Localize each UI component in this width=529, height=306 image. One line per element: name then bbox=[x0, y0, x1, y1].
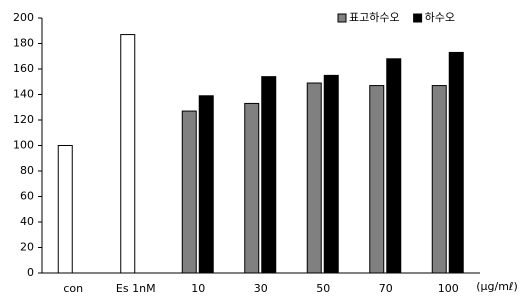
y-tick-label: 200 bbox=[13, 11, 34, 24]
y-tick-label: 160 bbox=[13, 62, 34, 75]
x-tick-label: 100 bbox=[438, 282, 459, 295]
x-tick-label: 50 bbox=[316, 282, 330, 295]
y-tick-label: 60 bbox=[20, 190, 34, 203]
y-tick-label: 40 bbox=[20, 215, 34, 228]
bar bbox=[306, 82, 322, 274]
x-tick-label: Es 1nM bbox=[116, 282, 156, 295]
legend-label: 하수오 bbox=[425, 10, 455, 24]
bar bbox=[431, 85, 447, 274]
x-axis-label: (μg/mℓ) bbox=[476, 280, 518, 293]
x-tick-label: con bbox=[63, 282, 83, 295]
bar bbox=[448, 51, 464, 274]
legend-swatch bbox=[337, 13, 347, 23]
x-tick-label: 10 bbox=[191, 282, 205, 295]
bar bbox=[369, 85, 385, 274]
x-tick-label: 30 bbox=[254, 282, 268, 295]
bar bbox=[386, 58, 402, 274]
bar bbox=[198, 95, 214, 274]
y-tick-label: 80 bbox=[20, 164, 34, 177]
bar bbox=[120, 34, 136, 274]
bar bbox=[323, 74, 339, 274]
y-tick-label: 140 bbox=[13, 88, 34, 101]
legend-label: 표고하수오 bbox=[349, 10, 400, 24]
x-tick-label: 70 bbox=[379, 282, 393, 295]
bar bbox=[57, 145, 73, 274]
y-tick-label: 100 bbox=[13, 139, 34, 152]
y-tick-label: 180 bbox=[13, 37, 34, 50]
legend-swatch bbox=[413, 13, 423, 23]
bar bbox=[244, 102, 260, 274]
y-tick-label: 20 bbox=[20, 241, 34, 254]
bar bbox=[181, 110, 197, 274]
y-tick-label: 120 bbox=[13, 113, 34, 126]
y-tick-label: 0 bbox=[27, 266, 34, 279]
bar bbox=[261, 76, 277, 274]
